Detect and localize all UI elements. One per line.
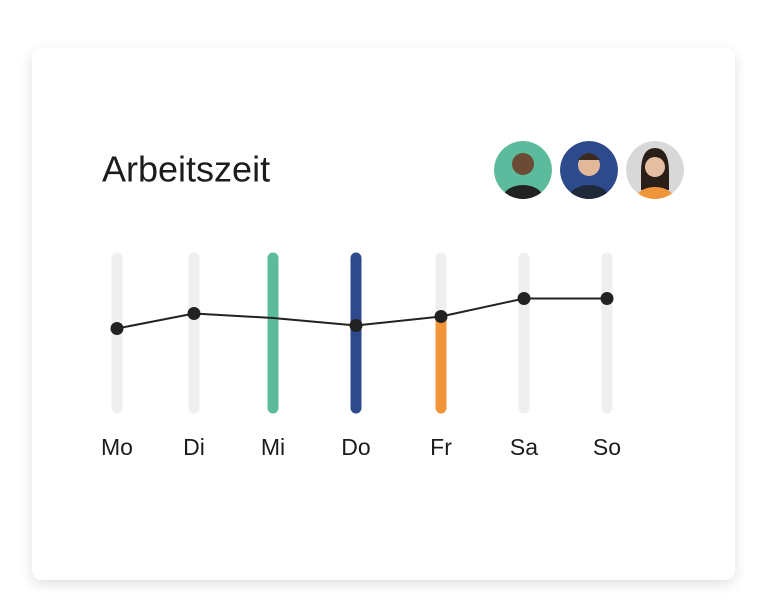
x-tick-label: Mo [101, 434, 133, 460]
x-tick-label: So [593, 434, 621, 460]
point [517, 292, 531, 305]
point [600, 292, 614, 305]
x-tick-label: Do [341, 434, 370, 460]
avatars [494, 141, 684, 199]
card [32, 48, 735, 580]
point [349, 319, 363, 332]
x-tick-label: Di [183, 434, 205, 460]
chart-title: Arbeitszeit [102, 149, 270, 190]
x-tick-label: Sa [510, 434, 538, 460]
point [110, 322, 124, 335]
x-tick-label: Fr [430, 434, 452, 460]
point [434, 310, 448, 323]
avatar [626, 141, 684, 199]
point [187, 307, 201, 320]
avatar [560, 141, 618, 199]
x-tick-label: Mi [261, 434, 285, 460]
avatar [494, 141, 552, 199]
